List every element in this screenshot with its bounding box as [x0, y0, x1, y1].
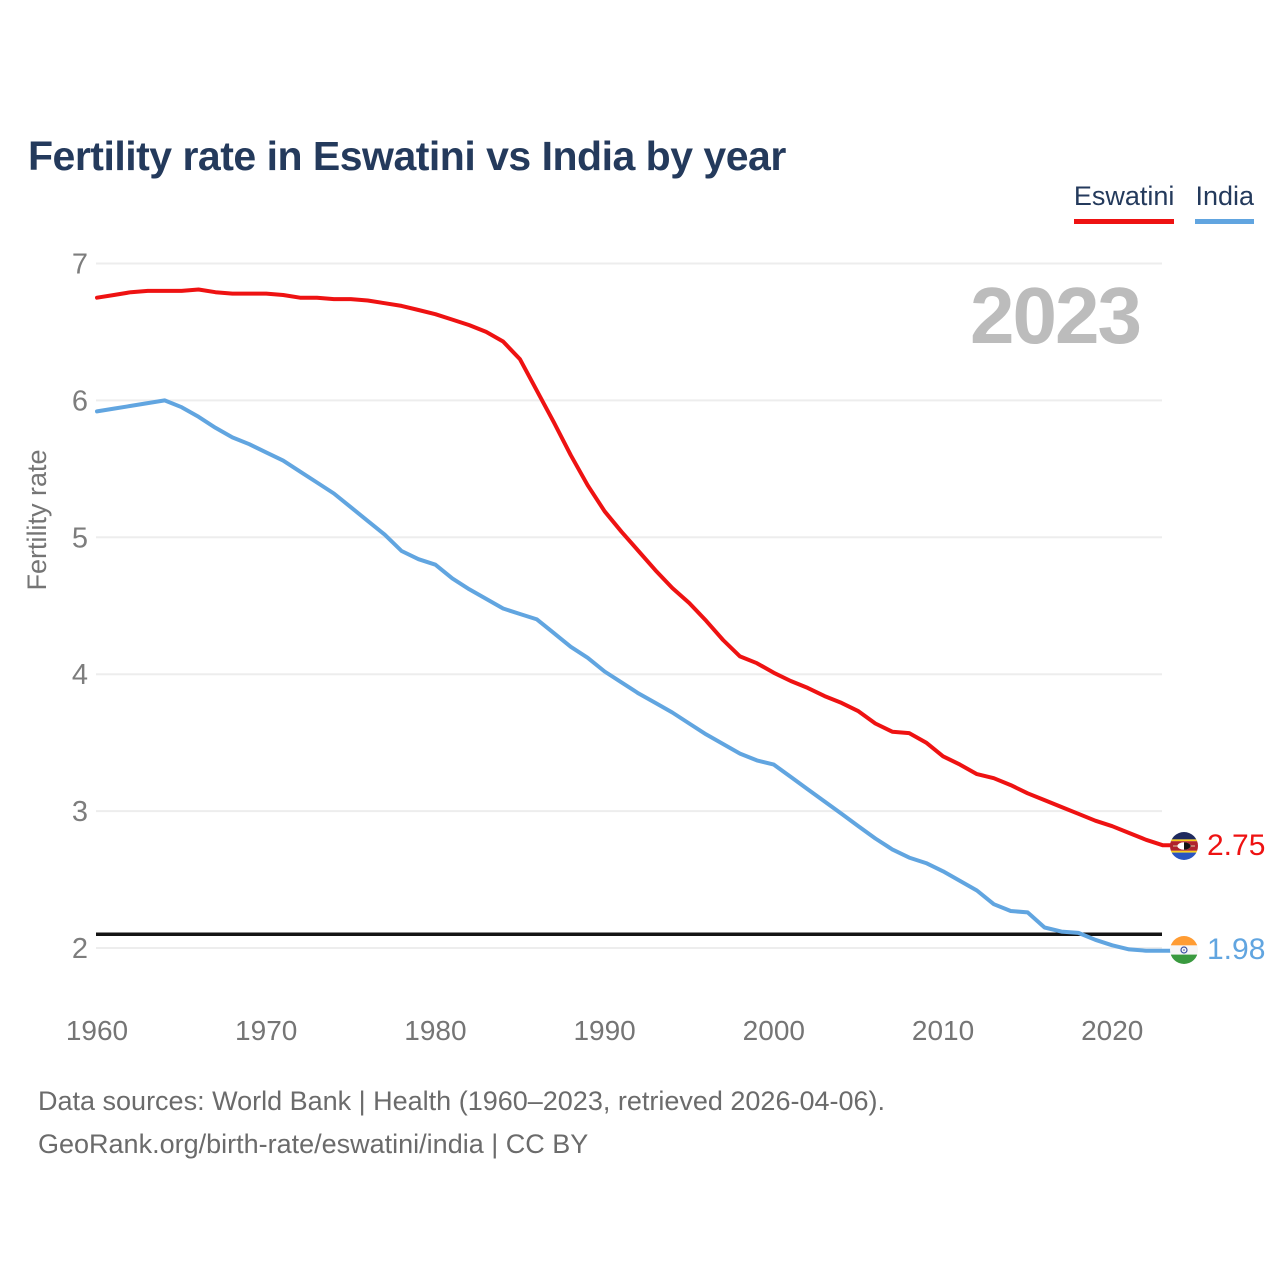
svg-text:2010: 2010 [912, 1015, 974, 1046]
footer: Data sources: World Bank | Health (1960–… [38, 1080, 885, 1166]
svg-text:2000: 2000 [743, 1015, 805, 1046]
svg-text:1960: 1960 [66, 1015, 128, 1046]
svg-text:2020: 2020 [1081, 1015, 1143, 1046]
legend: Eswatini India [1073, 181, 1254, 224]
svg-text:6: 6 [72, 385, 88, 417]
svg-text:Fertility rate: Fertility rate [22, 449, 52, 590]
legend-item-india[interactable]: India [1195, 181, 1254, 224]
year-watermark: 2023 [970, 271, 1142, 360]
svg-text:4: 4 [72, 659, 88, 691]
legend-item-eswatini[interactable]: Eswatini [1073, 181, 1175, 224]
end-label-eswatini: 2.75 [1170, 829, 1266, 862]
svg-text:2: 2 [72, 933, 88, 965]
page-title: Fertility rate in Eswatini vs India by y… [28, 133, 786, 180]
series-line-eswatini [95, 287, 1174, 848]
end-label-india: 1.98 [1170, 933, 1266, 966]
svg-text:5: 5 [72, 522, 88, 554]
series-line-india [95, 398, 1174, 953]
svg-text:1990: 1990 [573, 1015, 635, 1046]
svg-text:7: 7 [72, 249, 88, 281]
footer-source-line2: GeoRank.org/birth-rate/eswatini/india | … [38, 1129, 589, 1159]
india-value: 1.98 [1207, 933, 1266, 966]
eswatini-value: 2.75 [1207, 829, 1266, 862]
eswatini-flag-icon [1170, 832, 1198, 860]
svg-text:1980: 1980 [404, 1015, 466, 1046]
footer-source-line1: Data sources: World Bank | Health (1960–… [38, 1086, 885, 1116]
svg-text:3: 3 [72, 796, 88, 828]
svg-text:1970: 1970 [235, 1015, 297, 1046]
india-flag-icon [1170, 936, 1198, 964]
